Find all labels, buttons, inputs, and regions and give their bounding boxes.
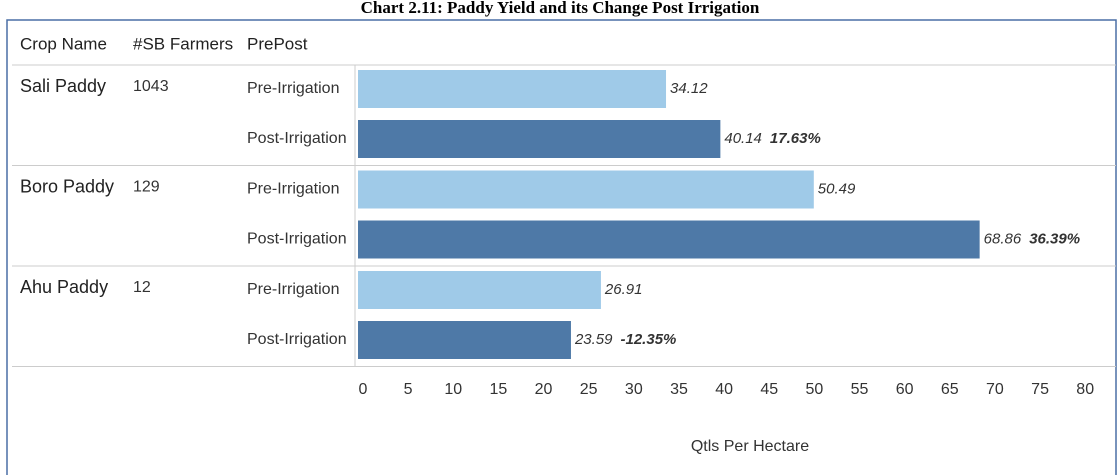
value-label: 68.86: [984, 230, 1022, 247]
bar: [358, 321, 571, 359]
farmer-count: 1043: [133, 78, 169, 95]
bar: [358, 70, 667, 108]
column-header: Crop Name: [20, 34, 107, 53]
change-label: 17.63%: [770, 130, 821, 147]
value-label: 40.14: [724, 130, 762, 147]
x-tick-label: 75: [1031, 381, 1049, 398]
bar: [358, 170, 814, 209]
row-label: Pre-Irrigation: [247, 80, 339, 97]
crop-name: Sali Paddy: [20, 76, 106, 96]
x-tick-label: 35: [670, 381, 688, 398]
bar: [358, 220, 980, 259]
crop-name: Boro Paddy: [20, 176, 114, 196]
row-label: Post-Irrigation: [247, 130, 347, 147]
row-label: Post-Irrigation: [247, 331, 347, 348]
x-tick-label: 60: [896, 381, 914, 398]
x-tick-label: 70: [986, 381, 1004, 398]
column-header: PrePost: [247, 34, 308, 53]
bar: [358, 120, 721, 158]
bar: [358, 271, 601, 309]
x-tick-label: 45: [760, 381, 778, 398]
crop-name: Ahu Paddy: [20, 277, 108, 297]
chart-title: Chart 2.11: Paddy Yield and its Change P…: [361, 0, 760, 17]
row-label: Pre-Irrigation: [247, 181, 339, 198]
x-tick-label: 25: [580, 381, 598, 398]
farmer-count: 12: [133, 279, 151, 296]
x-tick-label: 15: [490, 381, 508, 398]
change-label: 36.39%: [1029, 230, 1080, 247]
value-label: 50.49: [818, 180, 856, 197]
x-tick-label: 0: [359, 381, 368, 398]
x-tick-label: 30: [625, 381, 643, 398]
x-tick-label: 50: [805, 381, 823, 398]
x-tick-label: 40: [715, 381, 733, 398]
x-tick-label: 20: [535, 381, 553, 398]
value-label: 26.91: [604, 281, 643, 298]
change-label: -12.35%: [621, 331, 677, 348]
x-tick-label: 80: [1076, 381, 1094, 398]
value-label: 23.59: [574, 331, 613, 348]
row-label: Post-Irrigation: [247, 231, 347, 248]
x-axis-label: Qtls Per Hectare: [691, 438, 809, 455]
value-label: 34.12: [670, 80, 708, 97]
x-tick-label: 55: [851, 381, 869, 398]
x-tick-label: 10: [444, 381, 462, 398]
row-label: Pre-Irrigation: [247, 281, 339, 298]
x-tick-label: 65: [941, 381, 959, 398]
x-tick-label: 5: [404, 381, 413, 398]
chart-frame: [6, 19, 1117, 475]
column-header: #SB Farmers: [133, 34, 233, 53]
farmer-count: 129: [133, 179, 160, 196]
